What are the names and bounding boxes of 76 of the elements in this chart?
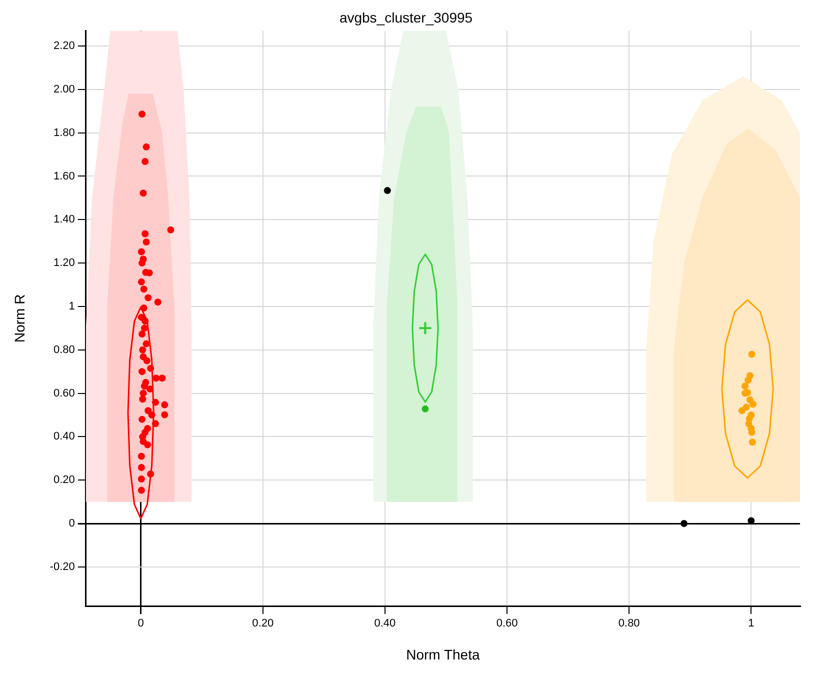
point	[742, 382, 749, 390]
x-tick-label: 1	[748, 618, 754, 630]
y-tick-label: 2.00	[53, 83, 75, 96]
point	[142, 158, 149, 165]
point	[144, 294, 152, 302]
point	[154, 298, 162, 306]
point	[138, 330, 146, 338]
point	[161, 411, 168, 418]
y-tick-label: 2.20	[53, 40, 75, 52]
y-tick-label: 0	[68, 518, 75, 530]
x-tick-label: 0.40	[374, 618, 396, 630]
point	[167, 226, 174, 234]
point	[748, 350, 756, 358]
point	[748, 438, 756, 446]
point	[138, 248, 145, 256]
point	[139, 346, 146, 354]
y-tick-label: 0.60	[53, 387, 75, 400]
y-tick-label: 1.80	[53, 126, 75, 139]
point	[748, 411, 755, 418]
point	[138, 110, 146, 118]
point	[140, 324, 148, 332]
point	[138, 314, 145, 321]
point	[138, 464, 145, 472]
point	[139, 396, 146, 403]
y-tick-label: -0.20	[50, 560, 75, 573]
point	[384, 187, 391, 194]
point	[140, 304, 148, 312]
x-tick-label: 0.20	[252, 618, 274, 630]
x-tick-label: 0	[138, 618, 144, 630]
point	[144, 441, 152, 448]
y-tick-label: 0.40	[53, 430, 75, 443]
point	[138, 452, 145, 460]
point	[152, 398, 159, 406]
y-tick-label: 1.20	[53, 257, 75, 270]
point	[158, 374, 166, 382]
point	[152, 420, 159, 428]
point	[140, 190, 147, 197]
point	[744, 376, 752, 384]
point	[138, 368, 146, 376]
point	[140, 286, 148, 293]
y-axis-title: Norm R	[11, 294, 28, 343]
point	[138, 486, 145, 494]
point	[142, 378, 150, 386]
y-tick-label: 1.60	[53, 170, 75, 182]
point	[750, 400, 756, 408]
point	[142, 238, 150, 246]
chart-title: avgbs_cluster_30995	[339, 9, 473, 26]
x-tick-label: 0.80	[618, 618, 640, 630]
point	[745, 420, 752, 428]
point	[142, 340, 150, 348]
point	[142, 143, 150, 150]
point	[138, 260, 146, 267]
point	[422, 405, 429, 412]
point	[138, 416, 146, 423]
y-tick-label: 0.80	[53, 344, 75, 356]
y-tick-label: 0.20	[53, 474, 75, 486]
point	[139, 433, 146, 440]
point	[147, 470, 154, 478]
x-tick-label: 0.60	[496, 618, 518, 630]
point	[748, 428, 756, 436]
y-tick-label: 1.40	[53, 214, 75, 226]
point	[418, 321, 432, 336]
point	[738, 407, 746, 414]
point	[148, 411, 156, 418]
point	[143, 357, 150, 364]
x-axis-title: Norm Theta	[406, 646, 480, 662]
y-tick-label: 1	[68, 300, 75, 312]
point	[140, 390, 147, 397]
point	[142, 230, 149, 238]
point	[146, 385, 154, 392]
point	[680, 520, 688, 528]
point	[138, 278, 145, 286]
point	[161, 401, 168, 408]
point	[152, 374, 160, 382]
point	[138, 476, 145, 483]
point	[147, 364, 154, 372]
